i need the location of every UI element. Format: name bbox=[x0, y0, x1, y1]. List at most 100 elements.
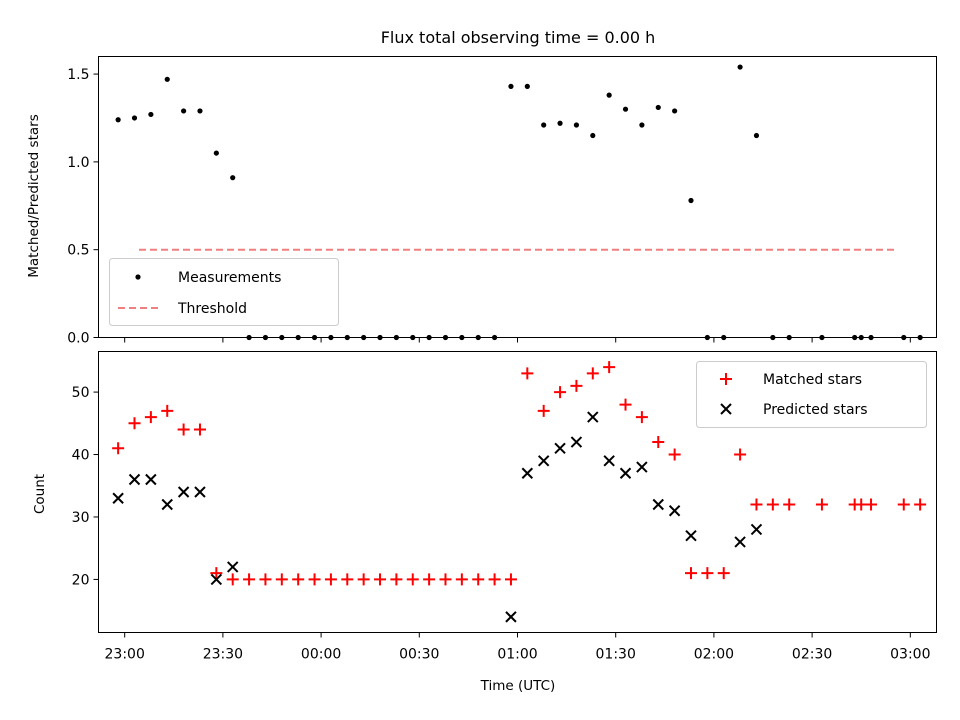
bottom-y-tick-label: 50 bbox=[72, 385, 90, 401]
bottom-x-tick-label: 00:00 bbox=[301, 647, 341, 663]
measurement-point bbox=[181, 108, 187, 114]
matched-star-point bbox=[455, 573, 468, 586]
measurement-point bbox=[590, 132, 596, 139]
predicted-star-point bbox=[750, 523, 763, 536]
legend-predicted-label: Predicted stars bbox=[763, 402, 868, 418]
matched-star-point bbox=[439, 573, 452, 586]
top-y-axis-label: Matched/Predicted stars bbox=[26, 114, 42, 277]
bottom-legend-box bbox=[696, 361, 927, 428]
matched-star-point bbox=[734, 448, 747, 461]
matched-star-point bbox=[750, 498, 763, 511]
matched-star-point bbox=[128, 417, 141, 430]
matched-star-point bbox=[766, 498, 779, 511]
bottom-x-tick-label: 01:00 bbox=[497, 647, 537, 663]
measurement-point bbox=[524, 83, 530, 89]
measurement-points bbox=[115, 64, 923, 341]
legend-matched-marker bbox=[720, 373, 732, 385]
measurement-point bbox=[737, 64, 743, 70]
matched-stars-points bbox=[112, 361, 927, 586]
top-y-ticks: 0.0 0.5 1.0 1.5 bbox=[67, 67, 99, 347]
matched-star-point bbox=[275, 573, 288, 586]
top-legend: Measurements Threshold bbox=[109, 258, 339, 326]
measurement-point bbox=[508, 83, 514, 89]
matched-star-point bbox=[472, 573, 485, 586]
matched-star-point bbox=[897, 498, 910, 511]
predicted-star-point bbox=[227, 561, 239, 573]
top-legend-box bbox=[109, 258, 339, 326]
bottom-x-tick-label: 23:30 bbox=[203, 647, 243, 663]
matched-star-point bbox=[586, 367, 599, 380]
top-y-tick-label: 1.0 bbox=[67, 155, 89, 171]
predicted-star-point bbox=[145, 473, 157, 486]
measurement-point bbox=[557, 120, 563, 126]
predicted-star-point bbox=[112, 492, 124, 504]
bottom-x-ticks: 23:00 23:30 00:00 00:30 01:00 01:30 02:00 02:30… bbox=[105, 632, 930, 663]
bottom-x-tick-label: 02:00 bbox=[694, 647, 734, 663]
x-axis-label: Time (UTC) bbox=[480, 678, 556, 694]
measurement-point bbox=[606, 92, 612, 98]
matched-star-point bbox=[259, 573, 272, 586]
matched-star-point bbox=[161, 404, 174, 417]
predicted-star-point bbox=[505, 611, 517, 623]
bottom-x-tick-label: 03:00 bbox=[890, 647, 930, 663]
measurement-point bbox=[753, 132, 760, 139]
measurement-point bbox=[197, 108, 203, 114]
measurement-point bbox=[672, 108, 678, 114]
top-axes-frame bbox=[98, 56, 937, 338]
bottom-y-axis-label: Count bbox=[32, 474, 48, 514]
matched-star-point bbox=[783, 498, 796, 511]
top-panel: Flux total observing time = 0.00 h Match… bbox=[26, 28, 937, 347]
matched-star-point bbox=[390, 573, 403, 586]
matched-star-point bbox=[815, 498, 828, 511]
top-x-ticks bbox=[124, 337, 911, 343]
matched-star-point bbox=[357, 573, 370, 586]
matched-star-point bbox=[554, 386, 567, 399]
measurement-point bbox=[573, 122, 580, 128]
predicted-star-point bbox=[194, 486, 206, 498]
matched-star-point bbox=[341, 573, 354, 586]
measurement-point bbox=[541, 122, 547, 128]
matched-star-point bbox=[374, 573, 387, 586]
matched-star-point bbox=[914, 498, 927, 511]
predicted-star-point bbox=[570, 436, 583, 448]
bottom-y-ticks: 20 30 40 50 bbox=[72, 385, 99, 588]
predicted-stars-points bbox=[112, 411, 763, 623]
bottom-legend: Matched stars Predicted stars bbox=[696, 361, 927, 428]
matched-star-point bbox=[619, 398, 632, 411]
bottom-x-tick-label: 00:30 bbox=[399, 647, 439, 663]
measurement-point bbox=[622, 106, 629, 112]
legend-matched-label: Matched stars bbox=[763, 372, 862, 388]
legend-threshold-label: Threshold bbox=[177, 301, 247, 317]
matched-star-point bbox=[324, 573, 337, 586]
matched-star-point bbox=[603, 361, 616, 374]
matched-star-point bbox=[144, 411, 157, 424]
predicted-star-point bbox=[128, 473, 141, 486]
predicted-star-point bbox=[587, 411, 599, 423]
predicted-star-point bbox=[521, 467, 534, 479]
matched-star-point bbox=[226, 573, 239, 586]
measurement-point bbox=[688, 197, 694, 204]
predicted-star-point bbox=[636, 461, 648, 473]
matched-star-point bbox=[210, 567, 223, 580]
matched-star-point bbox=[570, 379, 583, 392]
matched-star-point bbox=[504, 573, 517, 586]
matched-star-point bbox=[193, 423, 206, 436]
bottom-axes-frame bbox=[98, 351, 937, 633]
matched-star-point bbox=[112, 442, 125, 455]
measurement-point bbox=[655, 104, 661, 111]
measurement-point bbox=[148, 111, 154, 118]
matched-star-point bbox=[308, 573, 321, 586]
legend-measurements-label: Measurements bbox=[178, 270, 281, 286]
bottom-y-tick-label: 20 bbox=[72, 572, 90, 588]
predicted-star-point bbox=[603, 455, 615, 467]
measurement-point bbox=[639, 122, 645, 128]
bottom-x-tick-label: 23:00 bbox=[105, 647, 145, 663]
matched-star-point bbox=[701, 567, 714, 580]
predicted-star-point bbox=[177, 486, 190, 498]
measurement-point bbox=[230, 175, 236, 181]
matched-star-point bbox=[423, 573, 436, 586]
measurement-point bbox=[115, 117, 121, 123]
bottom-y-tick-label: 30 bbox=[72, 510, 90, 526]
